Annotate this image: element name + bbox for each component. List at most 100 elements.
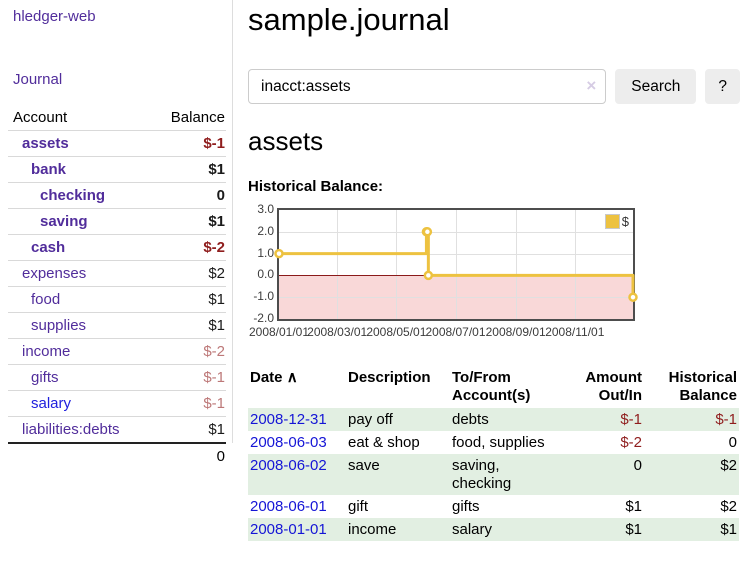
account-balance: $1 bbox=[208, 161, 225, 178]
transaction-amount: $1 bbox=[625, 498, 642, 515]
account-row: supplies $1 bbox=[8, 312, 226, 338]
search-form: × Search ? bbox=[248, 69, 740, 104]
accounts-table: Account Balance assets $-1 bank $1 checking 0… bbox=[8, 105, 226, 469]
transaction-balance: $2 bbox=[720, 457, 737, 474]
transaction-accounts: debts bbox=[452, 411, 489, 428]
register-header-row: Date ∧ Description To/From Account(s) Amo… bbox=[248, 366, 739, 408]
transaction-accounts: gifts bbox=[452, 498, 480, 515]
transaction-description: pay off bbox=[348, 411, 393, 428]
transaction-date-link[interactable]: 2008-12-31 bbox=[250, 411, 327, 428]
transaction-accounts: salary bbox=[452, 521, 493, 538]
app-title-link[interactable]: hledger-web bbox=[13, 8, 96, 25]
account-balance: $-1 bbox=[203, 395, 225, 412]
register-row: 2008-01-01 income salary $1 $1 bbox=[248, 518, 739, 541]
account-link[interactable]: expenses bbox=[22, 265, 87, 282]
account-balance: $1 bbox=[208, 421, 225, 438]
y-axis-tick-label: 1.0 bbox=[257, 245, 274, 260]
transaction-description: income bbox=[348, 521, 397, 538]
gridline bbox=[574, 210, 576, 319]
account-balance: 0 bbox=[216, 187, 225, 204]
help-button[interactable]: ? bbox=[705, 69, 740, 104]
y-axis-tick-label: 0.0 bbox=[257, 267, 274, 282]
sort-ascending-icon: ∧ bbox=[286, 369, 298, 386]
account-link[interactable]: salary bbox=[31, 395, 72, 412]
account-balance: $-1 bbox=[203, 369, 225, 386]
data-point-marker bbox=[423, 270, 434, 281]
account-row: food $1 bbox=[8, 286, 226, 312]
account-row: cash $-2 bbox=[8, 234, 226, 260]
sidebar: hledger-web Journal Account Balance asse… bbox=[0, 0, 233, 465]
transaction-date-link[interactable]: 2008-06-03 bbox=[250, 434, 327, 451]
search-input[interactable] bbox=[248, 69, 607, 104]
account-row: gifts $-1 bbox=[8, 364, 226, 390]
transaction-amount: 0 bbox=[633, 457, 642, 474]
accounts-header-account: Account bbox=[13, 109, 68, 126]
account-row: liabilities:debts $1 bbox=[8, 416, 226, 442]
account-link[interactable]: bank bbox=[31, 161, 67, 178]
account-link[interactable]: saving bbox=[40, 213, 88, 230]
account-balance: $-2 bbox=[203, 239, 225, 256]
account-link[interactable]: income bbox=[22, 343, 71, 360]
transaction-balance: $-1 bbox=[715, 411, 737, 428]
page-title: sample.journal bbox=[248, 2, 450, 37]
search-box: × bbox=[248, 69, 607, 104]
col-header-tofrom: To/From Account(s) bbox=[452, 369, 531, 404]
transaction-amount: $-1 bbox=[620, 411, 642, 428]
accounts-total-value: 0 bbox=[216, 448, 225, 465]
account-balance: $1 bbox=[208, 213, 225, 230]
account-balance: $1 bbox=[208, 291, 225, 308]
gridline bbox=[337, 210, 339, 319]
account-link[interactable]: gifts bbox=[31, 369, 59, 386]
balance-line-series bbox=[274, 227, 638, 302]
search-button[interactable]: Search bbox=[615, 69, 697, 104]
account-row: income $-2 bbox=[8, 338, 226, 364]
data-point-marker bbox=[628, 292, 638, 302]
col-header-date[interactable]: Date ∧ bbox=[250, 369, 298, 386]
transaction-amount: $-2 bbox=[620, 434, 642, 451]
account-link[interactable]: food bbox=[31, 291, 61, 308]
y-axis-tick-label: 2.0 bbox=[257, 223, 274, 238]
register-row: 2008-06-01 gift gifts $1 $2 bbox=[248, 495, 739, 518]
data-point-marker bbox=[274, 248, 284, 259]
chart-title: Historical Balance: bbox=[248, 178, 384, 195]
x-axis-tick-label: 2008/11/01 bbox=[545, 325, 605, 339]
transaction-accounts: saving, checking bbox=[452, 457, 512, 492]
account-link[interactable]: supplies bbox=[31, 317, 87, 334]
clear-search-icon[interactable]: × bbox=[586, 76, 597, 95]
account-link[interactable]: cash bbox=[31, 239, 66, 256]
x-axis-tick-label: 2008/09/01 bbox=[485, 325, 546, 339]
transaction-date-link[interactable]: 2008-06-01 bbox=[250, 498, 327, 515]
account-row: assets $-1 bbox=[8, 130, 226, 156]
x-axis-tick-label: 2008/03/01 bbox=[307, 325, 368, 339]
transaction-balance: $2 bbox=[720, 498, 737, 515]
col-header-description: Description bbox=[348, 369, 431, 386]
account-link[interactable]: checking bbox=[40, 187, 106, 204]
account-link[interactable]: assets bbox=[22, 135, 69, 152]
account-heading: assets bbox=[248, 126, 324, 156]
account-link[interactable]: liabilities:debts bbox=[22, 421, 120, 438]
transaction-date-link[interactable]: 2008-06-02 bbox=[250, 457, 327, 474]
account-row: bank $1 bbox=[8, 156, 226, 182]
nav-journal-link[interactable]: Journal bbox=[13, 71, 63, 88]
register-row: 2008-12-31 pay off debts $-1 $-1 bbox=[248, 408, 739, 431]
transaction-date-link[interactable]: 2008-01-01 bbox=[250, 521, 327, 538]
gridline bbox=[515, 210, 517, 319]
transaction-balance: $1 bbox=[720, 521, 737, 538]
chart-legend: $ bbox=[603, 213, 630, 230]
transaction-description: save bbox=[348, 457, 380, 474]
data-point-marker bbox=[422, 227, 433, 237]
transaction-description: gift bbox=[348, 498, 369, 515]
account-balance: $-2 bbox=[203, 343, 225, 360]
chart-plot-area[interactable]: $ bbox=[274, 208, 638, 321]
transaction-accounts: food, supplies bbox=[452, 434, 545, 451]
col-header-balance: Historical Balance bbox=[668, 369, 737, 404]
legend-swatch-icon bbox=[604, 214, 620, 229]
account-balance: $2 bbox=[208, 265, 225, 282]
account-row: checking 0 bbox=[8, 182, 226, 208]
register-table-body: 2008-12-31 pay off debts $-1 $-1 2008-06-03 ea… bbox=[248, 408, 739, 541]
balance-chart: $ 3.0 2.0 1.0 0.0 -1.0 -2.0 2008/01/01 2008/03/… bbox=[248, 202, 740, 342]
y-axis-tick-label: -2.0 bbox=[253, 311, 274, 325]
transaction-balance: 0 bbox=[728, 434, 737, 451]
transaction-amount: $1 bbox=[625, 521, 642, 538]
x-axis-tick-label: 2008/05/01 bbox=[366, 325, 427, 339]
